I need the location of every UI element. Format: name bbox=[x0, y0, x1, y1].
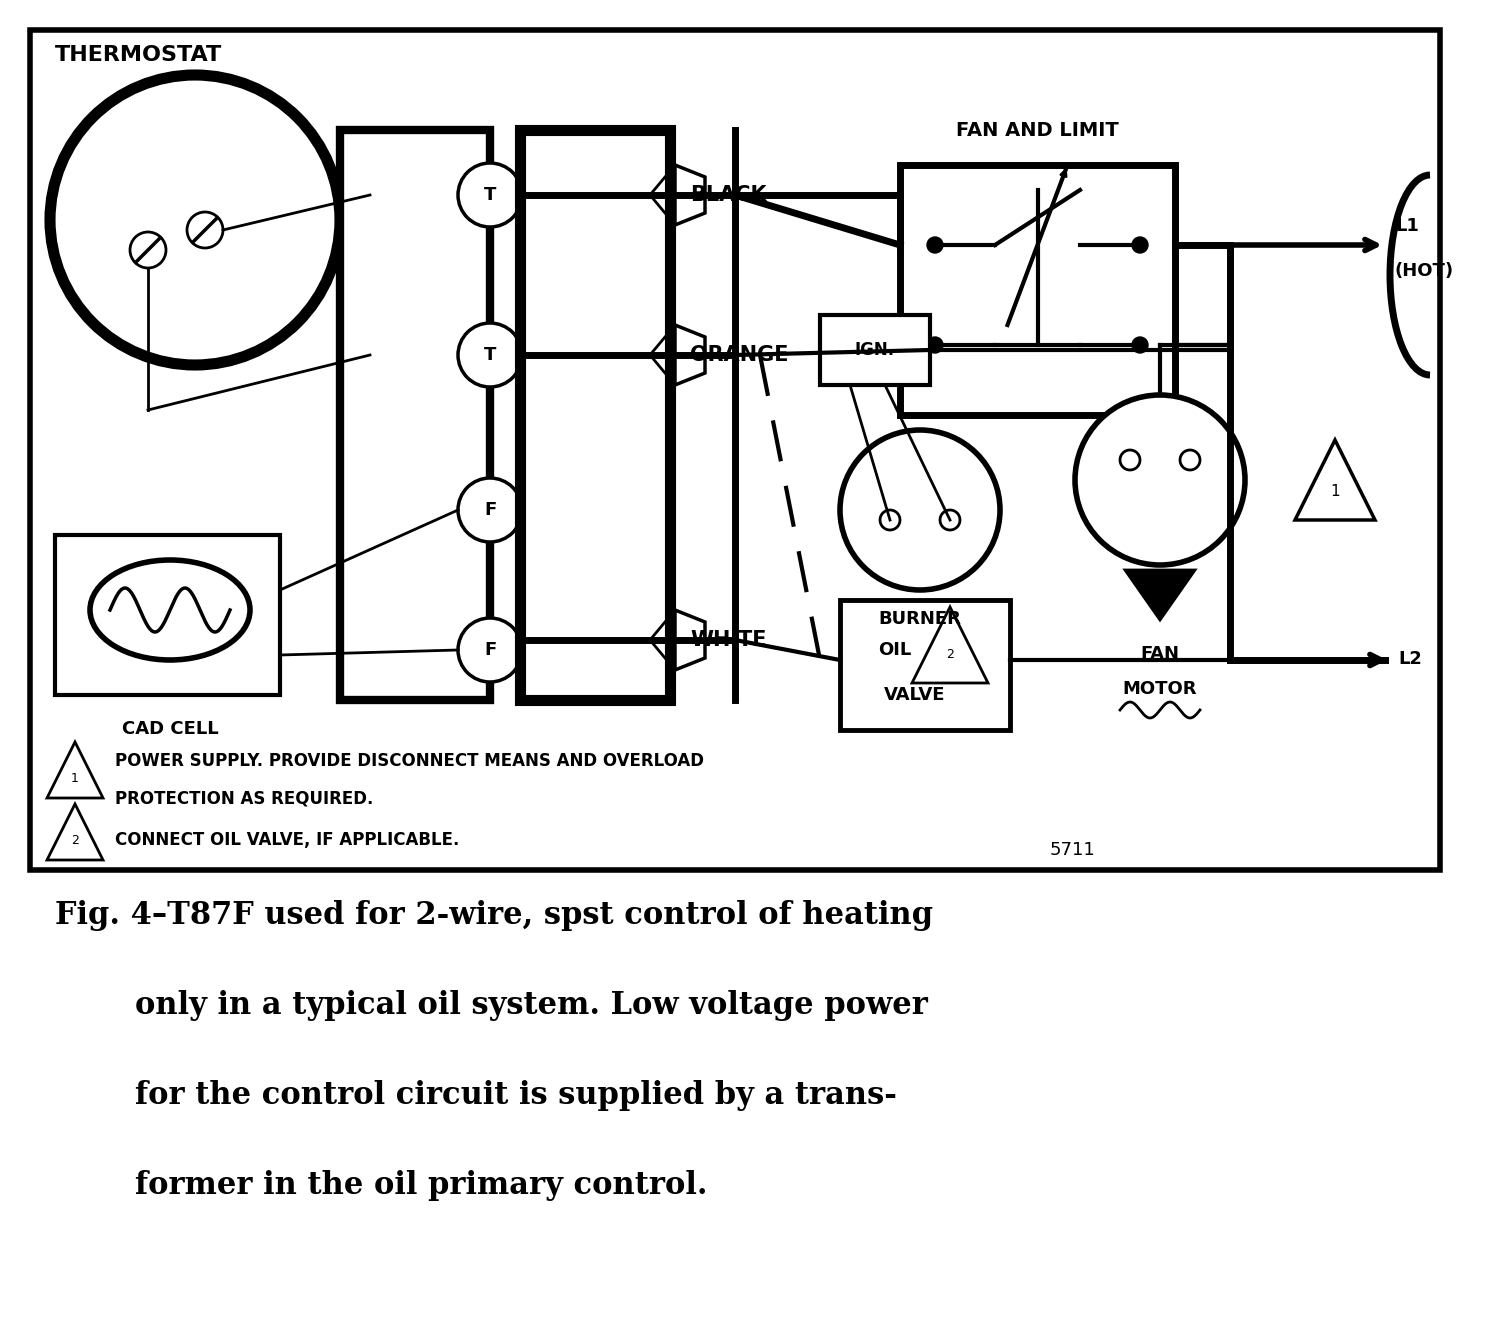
Circle shape bbox=[458, 162, 522, 227]
Bar bbox=[841, 600, 1010, 730]
Text: L1: L1 bbox=[1396, 217, 1420, 235]
Text: L2: L2 bbox=[1399, 650, 1423, 668]
Text: only in a typical oil system. Low voltage power: only in a typical oil system. Low voltag… bbox=[135, 990, 929, 1021]
Circle shape bbox=[187, 212, 223, 248]
Text: T: T bbox=[484, 187, 496, 204]
Circle shape bbox=[129, 232, 167, 268]
Circle shape bbox=[1180, 450, 1199, 470]
Text: WHITE: WHITE bbox=[690, 629, 766, 650]
Text: F: F bbox=[484, 641, 496, 659]
Text: BURNER: BURNER bbox=[878, 611, 961, 628]
Bar bbox=[820, 315, 930, 385]
Text: T: T bbox=[484, 346, 496, 364]
Text: 1: 1 bbox=[1330, 484, 1339, 499]
Text: former in the oil primary control.: former in the oil primary control. bbox=[135, 1170, 707, 1201]
Text: 1: 1 bbox=[71, 772, 79, 785]
Text: 2: 2 bbox=[71, 833, 79, 847]
Bar bbox=[30, 30, 1440, 870]
Text: CAD CELL: CAD CELL bbox=[122, 721, 219, 738]
Circle shape bbox=[458, 478, 522, 542]
Text: POWER SUPPLY. PROVIDE DISCONNECT MEANS AND OVERLOAD: POWER SUPPLY. PROVIDE DISCONNECT MEANS A… bbox=[115, 752, 704, 770]
Circle shape bbox=[841, 429, 1000, 590]
Bar bbox=[519, 130, 670, 701]
Bar bbox=[55, 535, 280, 695]
Text: PROTECTION AS REQUIRED.: PROTECTION AS REQUIRED. bbox=[115, 790, 373, 808]
Circle shape bbox=[1120, 450, 1140, 470]
Circle shape bbox=[927, 238, 943, 254]
Polygon shape bbox=[48, 804, 103, 860]
Text: IGN.: IGN. bbox=[856, 341, 896, 360]
Bar bbox=[900, 165, 1176, 415]
Text: FAN AND LIMIT: FAN AND LIMIT bbox=[957, 121, 1119, 140]
Text: BLACK: BLACK bbox=[690, 185, 766, 205]
Polygon shape bbox=[48, 742, 103, 798]
Polygon shape bbox=[1295, 440, 1375, 519]
Polygon shape bbox=[676, 611, 705, 670]
Ellipse shape bbox=[89, 560, 250, 660]
Circle shape bbox=[458, 323, 522, 386]
Circle shape bbox=[51, 75, 339, 365]
Circle shape bbox=[458, 619, 522, 682]
Bar bbox=[339, 130, 490, 701]
Text: OIL: OIL bbox=[878, 641, 912, 659]
Text: 5711: 5711 bbox=[1051, 841, 1095, 859]
Text: F: F bbox=[484, 501, 496, 519]
Circle shape bbox=[1132, 238, 1149, 254]
Polygon shape bbox=[676, 165, 705, 225]
Text: 2: 2 bbox=[946, 648, 954, 662]
Text: MOTOR: MOTOR bbox=[1123, 680, 1198, 698]
Text: Fig. 4–T87F used for 2-wire, spst control of heating: Fig. 4–T87F used for 2-wire, spst contro… bbox=[55, 900, 933, 931]
Text: THERMOSTAT: THERMOSTAT bbox=[55, 46, 222, 64]
Text: ORANGE: ORANGE bbox=[690, 345, 789, 365]
Text: CONNECT OIL VALVE, IF APPLICABLE.: CONNECT OIL VALVE, IF APPLICABLE. bbox=[115, 831, 460, 849]
Circle shape bbox=[1132, 337, 1149, 353]
Text: FAN: FAN bbox=[1140, 646, 1180, 663]
Text: VALVE: VALVE bbox=[884, 686, 946, 705]
Circle shape bbox=[927, 337, 943, 353]
Circle shape bbox=[1074, 395, 1245, 565]
Text: (HOT): (HOT) bbox=[1396, 262, 1454, 280]
Text: for the control circuit is supplied by a trans-: for the control circuit is supplied by a… bbox=[135, 1080, 897, 1111]
Polygon shape bbox=[912, 607, 988, 683]
Polygon shape bbox=[676, 325, 705, 385]
Polygon shape bbox=[1125, 570, 1195, 620]
